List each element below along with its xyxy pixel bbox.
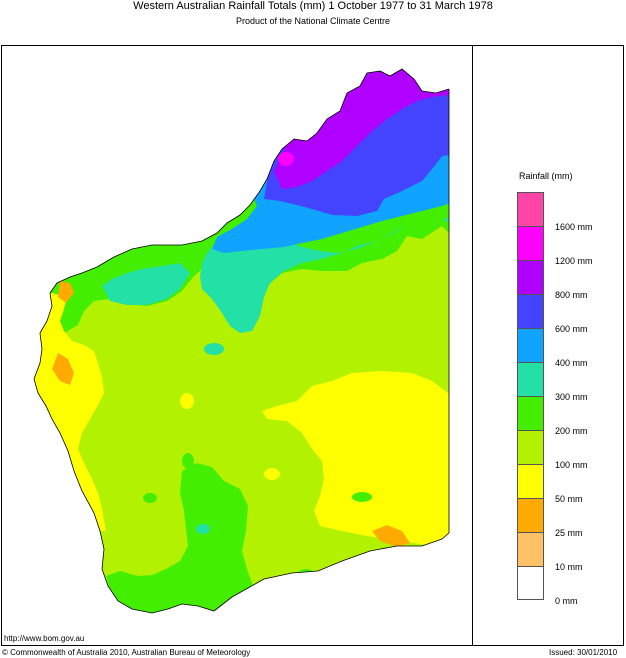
legend-label: 1600 mm xyxy=(555,222,593,232)
region-300-400mm-south xyxy=(196,524,210,534)
region-200-300mm-south xyxy=(106,463,254,613)
legend-swatch-2 xyxy=(517,260,544,294)
region-50-100mm-east xyxy=(262,371,449,561)
legend-label: 400 mm xyxy=(555,358,588,368)
copyright-text: © Commonwealth of Australia 2010, Austra… xyxy=(2,648,251,657)
legend-label: 300 mm xyxy=(555,392,588,402)
region-1200-1600mm xyxy=(278,152,294,166)
rainfall-map xyxy=(1,45,473,646)
region-50-100mm-spot-1 xyxy=(180,393,194,409)
issued-date: Issued: 30/01/2010 xyxy=(549,648,618,657)
rainfall-map-svg xyxy=(33,68,450,614)
map-subtitle: Product of the National Climate Centre xyxy=(235,16,391,26)
legend-swatch-8 xyxy=(517,464,544,498)
legend-swatch-0 xyxy=(517,192,544,226)
legend-swatch-9 xyxy=(517,498,544,532)
legend-label: 10 mm xyxy=(555,562,583,572)
region-25-50mm-north xyxy=(58,281,74,303)
legend-swatch-3 xyxy=(517,294,544,328)
region-300-400mm-spot xyxy=(204,343,224,355)
region-300-400mm-west xyxy=(102,263,190,305)
region-50-100mm-spot-3 xyxy=(436,496,448,516)
legend-swatch-6 xyxy=(517,396,544,430)
map-title: Western Australian Rainfall Totals (mm) … xyxy=(133,0,493,12)
legend-label: 600 mm xyxy=(555,324,588,334)
legend-label: 25 mm xyxy=(555,528,583,538)
region-200-300mm-spot-4 xyxy=(182,453,194,469)
legend-swatch-7 xyxy=(517,430,544,464)
legend-swatch-5 xyxy=(517,362,544,396)
wa-rainfall-regions xyxy=(34,69,449,613)
legend-swatch-10 xyxy=(517,532,544,566)
legend-swatch-4 xyxy=(517,328,544,362)
bom-url: http://www.bom.gov.au xyxy=(4,634,85,643)
legend-colorbar xyxy=(517,192,544,600)
wa-coastline xyxy=(33,68,450,614)
region-50-100mm-spot-2 xyxy=(264,468,280,480)
legend-swatch-11 xyxy=(517,566,544,600)
legend-label: 100 mm xyxy=(555,460,588,470)
region-200-300mm-spot-2 xyxy=(352,492,372,502)
region-25-50mm-nullarbor xyxy=(372,525,410,547)
legend-label: 800 mm xyxy=(555,290,588,300)
legend-label: 200 mm xyxy=(555,426,588,436)
legend-label: 50 mm xyxy=(555,494,583,504)
region-300-400mm xyxy=(152,69,449,333)
region-25-50mm-shark-bay xyxy=(52,353,74,385)
legend-panel xyxy=(472,45,624,646)
region-200-300mm-spot-3 xyxy=(297,569,315,581)
legend-label: 1200 mm xyxy=(555,256,593,266)
region-200-300mm-spot-1 xyxy=(143,493,157,503)
legend-swatch-1 xyxy=(517,226,544,260)
legend-title: Rainfall (mm) xyxy=(519,171,573,181)
legend-label: 0 mm xyxy=(555,596,578,606)
region-300-400mm-south-coast xyxy=(166,609,178,613)
